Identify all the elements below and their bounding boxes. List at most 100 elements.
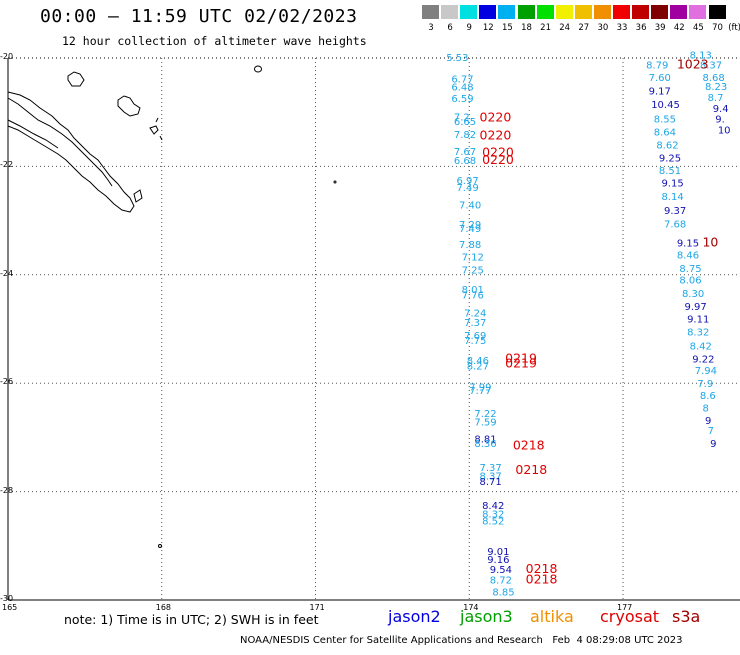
- wave-height-label: 8.71: [480, 477, 502, 488]
- pass-time-label: 0220: [482, 152, 514, 167]
- legend-swatch: [689, 5, 707, 19]
- legend-swatch: [555, 5, 573, 19]
- wave-height-label: 6.68: [454, 156, 476, 167]
- legend-swatch: [498, 5, 516, 19]
- legend-swatch: [460, 5, 478, 19]
- lon-tick-label: 168: [155, 603, 172, 612]
- wave-height-label: 8: [702, 404, 708, 415]
- wave-height-label: 9.54: [490, 565, 512, 576]
- pass-time-label: 0220: [480, 128, 512, 143]
- wave-height-label: 8.13: [690, 51, 712, 62]
- wave-height-label: 7.59: [474, 418, 496, 429]
- lon-tick-label: 177: [617, 603, 633, 612]
- legend-swatch: [441, 5, 459, 19]
- legend-label: 12: [482, 23, 494, 33]
- wave-height-label: 7.29: [459, 220, 481, 231]
- legend-swatch: [517, 5, 535, 19]
- legend-label: 21: [540, 23, 551, 33]
- wave-height-label: 7: [708, 426, 714, 437]
- satellite-name: cryosat: [600, 607, 660, 626]
- wave-height-label: 7.24: [464, 309, 486, 320]
- wave-height-label: 8.27: [467, 361, 489, 372]
- wave-height-label: 8.72: [490, 575, 512, 586]
- wave-height-label: 6.77: [451, 75, 473, 86]
- pass-time-label: 0218: [513, 438, 545, 453]
- wave-height-label: 9: [705, 416, 711, 427]
- credit-line: NOAA/NESDIS Center for Satellite Applica…: [240, 635, 683, 646]
- wave-height-label: 7.37: [480, 463, 502, 474]
- legend-unit: (ft): [728, 23, 740, 33]
- wave-height-label: 8.6: [700, 391, 716, 402]
- legend-label: 18: [521, 23, 532, 33]
- wave-height-label: 9.: [715, 115, 725, 126]
- pass-time-label: 0219: [505, 350, 537, 365]
- wave-height-label: 8.85: [492, 587, 514, 598]
- wave-height-label: 8.30: [682, 289, 704, 300]
- wave-height-label: 7.22: [474, 409, 496, 420]
- wave-height-label: 7.49: [456, 183, 478, 194]
- lat-tick-label: -26: [0, 377, 14, 387]
- legend-label: 39: [654, 23, 666, 33]
- coastline: [7, 65, 337, 548]
- wave-height-label: 8.51: [659, 166, 681, 177]
- pass-time-label: 0220: [482, 144, 514, 159]
- wave-height-label: 8.01: [462, 285, 484, 296]
- wave-height-label: 9.37: [664, 206, 686, 217]
- legend-label: 15: [501, 23, 513, 33]
- wave-height-label: 6.97: [456, 176, 478, 187]
- legend-label: 24: [559, 23, 571, 33]
- wave-height-label: 8.06: [679, 276, 701, 287]
- wave-height-label: 9.16: [487, 555, 509, 566]
- wave-height-label: 7.75: [464, 336, 486, 347]
- pass-time-label: 0220: [480, 110, 512, 125]
- wave-height-label: 8.42: [482, 501, 504, 512]
- wave-height-label: 8.79: [646, 61, 668, 72]
- lat-tick-label: -30: [0, 594, 14, 603]
- legend-swatch: [422, 5, 439, 19]
- wave-height-label: 9.97: [685, 302, 707, 313]
- wave-height-label: 8.14: [661, 192, 683, 203]
- legend-label: 3: [428, 23, 434, 33]
- pass-time-label: 1023: [677, 57, 709, 72]
- pass-time-label: 0218: [515, 462, 547, 477]
- wave-height-label: 7.76: [462, 290, 484, 301]
- wave-height-label: 9.15: [661, 179, 683, 190]
- wave-height-label: 7.2: [454, 113, 470, 124]
- map-title: 00:00 – 11:59 UTC 02/02/2023: [40, 6, 358, 27]
- legend-swatch: [479, 5, 497, 19]
- graticule: [8, 58, 740, 600]
- map-subtitle: 12 hour collection of altimeter wave hei…: [62, 34, 367, 48]
- pass-time-label: 0218: [526, 561, 558, 576]
- wave-height-label: 7.60: [649, 73, 671, 84]
- wave-height-label: 7.99: [469, 382, 491, 393]
- satellite-name: jason2: [388, 607, 441, 626]
- wave-height-label: 7.12: [462, 252, 484, 263]
- wave-height-label: 8.64: [654, 128, 676, 139]
- wave-height-label: 6.65: [454, 117, 476, 128]
- legend-label: 36: [635, 23, 647, 33]
- satellite-name: jason3: [460, 607, 513, 626]
- wave-height-label: 5.53: [446, 53, 468, 64]
- legend-label: 33: [616, 23, 628, 33]
- legend-label: 30: [597, 23, 609, 33]
- wave-height-label: 8.68: [702, 73, 724, 84]
- legend-label: 70: [712, 23, 723, 33]
- wave-height-label: 7.9: [697, 379, 713, 390]
- legend-swatch: [613, 5, 630, 19]
- legend-label: 42: [673, 23, 685, 33]
- pass-time-label: 0219: [505, 356, 537, 371]
- satellite-name: altika: [530, 607, 574, 626]
- lon-tick-label: 174: [463, 603, 479, 612]
- wave-height-label: 8.62: [656, 141, 678, 152]
- wave-height-label: 7.49: [459, 224, 481, 235]
- wave-height-label: 8.46: [467, 356, 489, 367]
- legend-label: 45: [692, 23, 704, 33]
- wave-height-label: 9.15: [677, 238, 699, 249]
- wave-height-label: 8.37: [480, 471, 502, 482]
- wave-height-label: 8.7: [708, 93, 724, 104]
- legend-label: 9: [466, 23, 472, 33]
- legend-swatch: [651, 5, 669, 19]
- legend-swatch: [632, 5, 650, 19]
- satellite-name: s3a: [672, 607, 701, 626]
- lat-tick-label: -20: [0, 52, 14, 61]
